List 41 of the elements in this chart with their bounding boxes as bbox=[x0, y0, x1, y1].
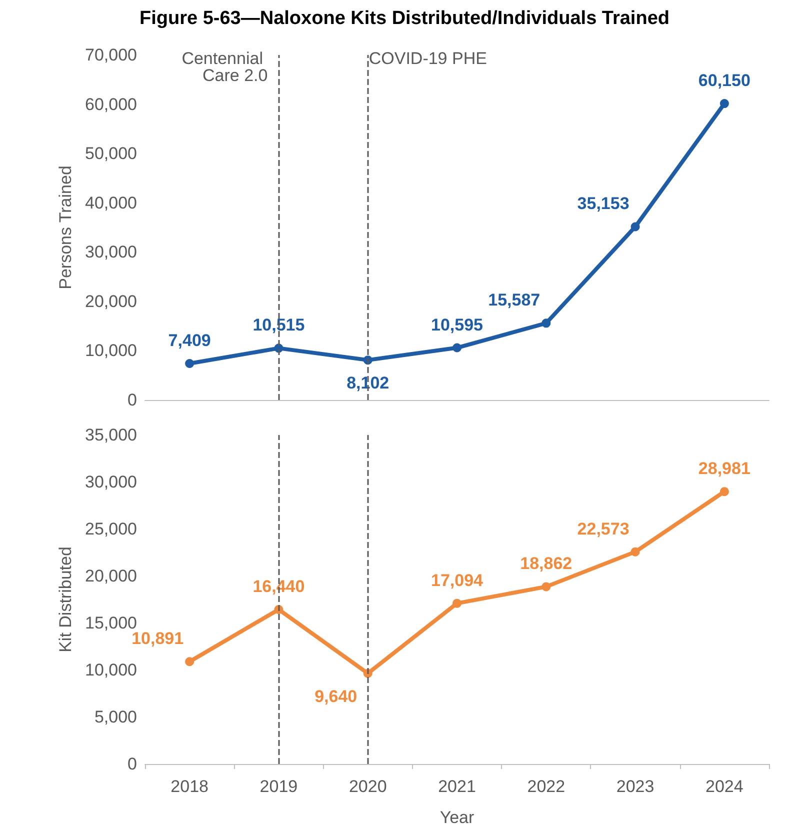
y-tick-label: 30,000 bbox=[85, 472, 137, 492]
data-label: 18,862 bbox=[520, 554, 572, 574]
data-label: 60,150 bbox=[698, 71, 750, 90]
y-tick-label: 70,000 bbox=[85, 46, 137, 64]
y-tick-label: 40,000 bbox=[85, 193, 137, 212]
data-label: 35,153 bbox=[577, 194, 630, 214]
data-label: 8,102 bbox=[346, 374, 390, 393]
x-tick-label: 2022 bbox=[527, 777, 566, 796]
y-tick-label: 20,000 bbox=[85, 292, 137, 311]
ref-line-label: COVID-19 PHE bbox=[368, 49, 487, 68]
y-tick-label: 10,000 bbox=[85, 660, 137, 680]
x-tick-label: 2018 bbox=[170, 777, 208, 796]
y-tick-label: 0 bbox=[128, 754, 137, 774]
x-tick-label: 2023 bbox=[616, 777, 654, 796]
data-label: 7,409 bbox=[168, 330, 211, 350]
y-tick-label: 35,000 bbox=[85, 426, 137, 444]
data-label: 15,587 bbox=[488, 290, 540, 310]
data-label: 22,573 bbox=[577, 519, 630, 538]
x-tick-label: 2019 bbox=[260, 777, 298, 796]
y-tick-label: 50,000 bbox=[85, 144, 137, 164]
y-tick-label: 10,000 bbox=[85, 341, 137, 360]
x-tick-label: 2024 bbox=[706, 777, 744, 796]
y-tick-label: 0 bbox=[128, 390, 137, 410]
data-label: 16,440 bbox=[252, 576, 305, 596]
x-tick-label: 2021 bbox=[438, 777, 476, 796]
y-tick-label: 20,000 bbox=[85, 566, 137, 586]
data-label: 10,515 bbox=[252, 316, 305, 335]
data-label: 10,595 bbox=[431, 315, 483, 334]
ref-line-label: Centennial Care 2.0 bbox=[182, 49, 268, 85]
data-label: 9,640 bbox=[314, 686, 358, 706]
y-tick-label: 60,000 bbox=[85, 94, 137, 114]
chart-title: Figure 5-63—Naloxone Kits Distributed/Individuals Trained bbox=[140, 8, 670, 29]
data-label: 17,094 bbox=[431, 570, 484, 590]
x-axis-title: Year bbox=[440, 808, 475, 827]
y-tick-label: 30,000 bbox=[85, 242, 137, 262]
y-axis-title: Kit Distributed bbox=[56, 546, 76, 652]
y-axis-title: Persons Trained bbox=[56, 166, 76, 290]
data-label: 28,981 bbox=[698, 459, 750, 478]
y-tick-label: 25,000 bbox=[85, 520, 137, 538]
y-tick-label: 5,000 bbox=[94, 708, 137, 726]
x-tick-label: 2020 bbox=[348, 777, 387, 796]
